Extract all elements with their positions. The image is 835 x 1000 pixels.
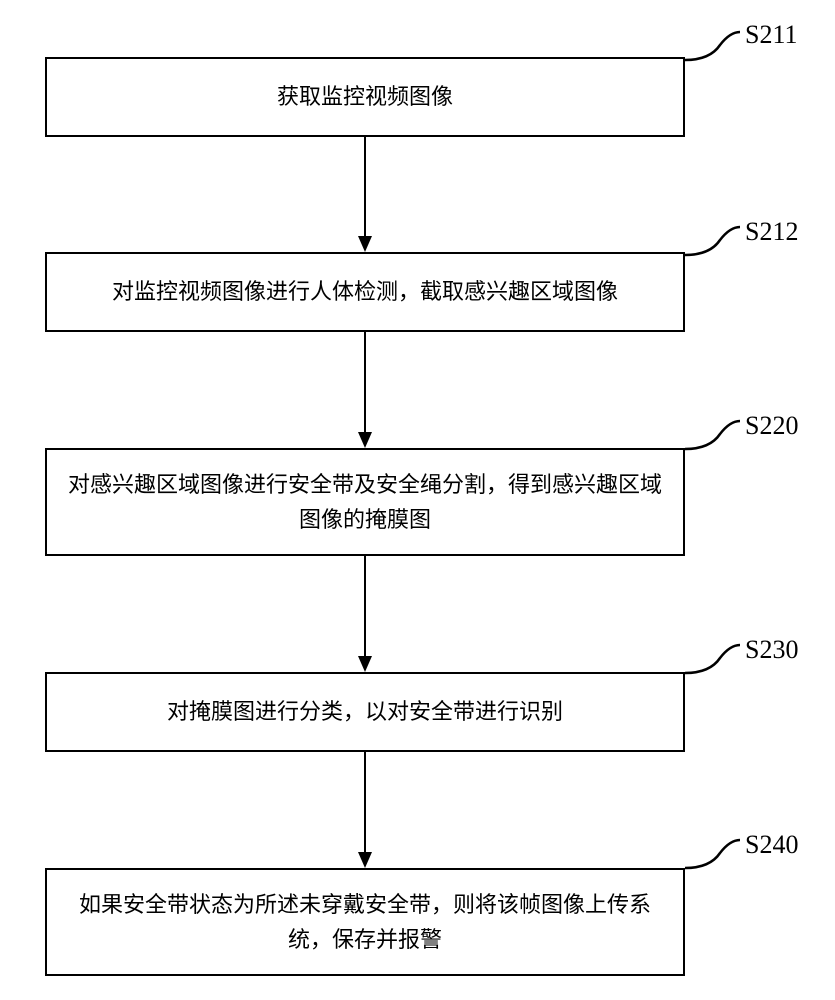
- arrow-head-3: [358, 656, 372, 672]
- curve-s240: [685, 838, 745, 873]
- flowchart-container: 获取监控视频图像 S211 对监控视频图像进行人体检测，截取感兴趣区域图像 S2…: [0, 0, 835, 1000]
- arrow-line-4: [364, 752, 366, 852]
- curve-s220: [685, 419, 745, 454]
- step-box-s240: 如果安全带状态为所述未穿戴安全带，则将该帧图像上传系统，保存并报警: [45, 868, 685, 976]
- step-label-s240: S240: [745, 830, 798, 860]
- arrow-head-2: [358, 432, 372, 448]
- step-label-s220: S220: [745, 411, 798, 441]
- arrow-line-2: [364, 332, 366, 432]
- step-box-s230: 对掩膜图进行分类，以对安全带进行识别: [45, 672, 685, 752]
- arrow-head-1: [358, 236, 372, 252]
- step-text-s212: 对监控视频图像进行人体检测，截取感兴趣区域图像: [112, 274, 618, 309]
- curve-s211: [685, 30, 745, 65]
- arrow-line-3: [364, 556, 366, 656]
- step-label-s212: S212: [745, 217, 798, 247]
- step-text-s211: 获取监控视频图像: [277, 79, 453, 114]
- step-box-s220: 对感兴趣区域图像进行安全带及安全绳分割，得到感兴趣区域图像的掩膜图: [45, 448, 685, 556]
- step-label-s211: S211: [745, 20, 798, 50]
- arrow-line-1: [364, 137, 366, 236]
- step-text-s230: 对掩膜图进行分类，以对安全带进行识别: [167, 694, 563, 729]
- step-box-s211: 获取监控视频图像: [45, 57, 685, 137]
- step-text-s220: 对感兴趣区域图像进行安全带及安全绳分割，得到感兴趣区域图像的掩膜图: [67, 467, 663, 537]
- curve-s230: [685, 643, 745, 678]
- step-box-s212: 对监控视频图像进行人体检测，截取感兴趣区域图像: [45, 252, 685, 332]
- curve-s212: [685, 225, 745, 260]
- step-text-s240: 如果安全带状态为所述未穿戴安全带，则将该帧图像上传系统，保存并报警: [67, 887, 663, 957]
- step-label-s230: S230: [745, 635, 798, 665]
- arrow-head-4: [358, 852, 372, 868]
